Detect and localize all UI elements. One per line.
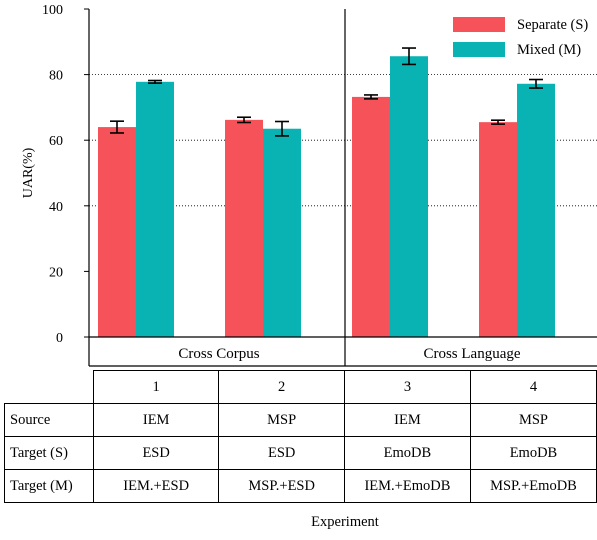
bar-separate-exp4 [479,122,517,337]
table-row-target-s: Target (S) ESD ESD EmoDB EmoDB [4,436,597,470]
table-cell: ESD [218,436,345,470]
table-header-cell: 3 [343,370,471,404]
table-cell: IEM [92,403,220,437]
table-corner [4,370,94,404]
table-cell: EmoDB [343,436,471,470]
table-row-source: Source IEM MSP IEM MSP [4,403,597,437]
axes [88,9,597,367]
group-label-cross-corpus: Cross Corpus [178,346,259,362]
row-label-target-m: Target (M) [4,469,94,503]
group-label-cross-language: Cross Language [423,346,520,362]
y-tick-label: 20 [49,265,63,280]
y-tick-label: 60 [49,134,63,149]
table-cell: MSP [469,403,597,437]
legend: Separate (S) Mixed (M) [453,17,588,58]
table-row-target-m: Target (M) IEM.+ESD MSP.+ESD IEM.+EmoDB … [4,469,597,503]
bar-separate-exp2 [225,119,263,337]
error-bar-separate-exp1 [110,120,124,134]
table-cell: IEM [343,403,471,437]
bar-separate-exp3 [352,96,390,338]
row-label-target-s: Target (S) [4,436,94,470]
error-bar-mixed-exp1 [148,79,162,84]
error-bar-mixed-exp4 [529,78,543,89]
table-header-cell: 2 [218,370,345,404]
bar-mixed-exp1 [136,81,174,337]
error-bar-separate-exp3 [364,94,378,100]
table-header-row: 1 2 3 4 [4,370,597,404]
y-tick-label: 0 [56,331,63,346]
legend-label: Mixed (M) [517,42,581,58]
table-cell: EmoDB [469,436,597,470]
table-header-cell: 4 [469,370,597,404]
bars [98,56,555,338]
table-cell: IEM.+ESD [92,469,220,503]
table-header-cell: 1 [92,370,220,404]
error-bar-mixed-exp2 [275,120,289,137]
y-tick-labels: 0 20 40 60 80 100 [42,3,89,346]
experiment-table: 1 2 3 4 Source IEM MSP IEM MSP Target (S… [4,370,597,503]
y-tick-label: 40 [49,200,63,215]
bar-mixed-exp3 [390,56,428,338]
error-bar-separate-exp2 [237,116,251,124]
bar-chart: 0 20 40 60 80 100 UAR(%) Cross Corpus Cross L… [21,3,597,367]
y-tick-label: 80 [49,69,63,84]
error-bar-separate-exp4 [491,119,505,125]
table-cell: MSP.+ESD [218,469,345,503]
bar-mixed-exp2 [263,128,301,337]
table-cell: IEM.+EmoDB [343,469,471,503]
legend-label: Separate (S) [517,17,588,33]
table-cell: MSP.+EmoDB [469,469,597,503]
legend-swatch [453,42,505,57]
bar-mixed-exp4 [517,83,555,337]
error-bars [110,47,543,137]
row-label-source: Source [4,403,94,437]
table-cell: MSP [218,403,345,437]
y-axis-label: UAR(%) [21,147,36,198]
x-axis-label: Experiment [311,514,379,530]
bar-separate-exp1 [98,127,136,337]
table-cell: ESD [92,436,220,470]
y-tick-label: 100 [42,3,63,18]
legend-swatch [453,17,505,32]
error-bar-mixed-exp3 [402,47,416,66]
